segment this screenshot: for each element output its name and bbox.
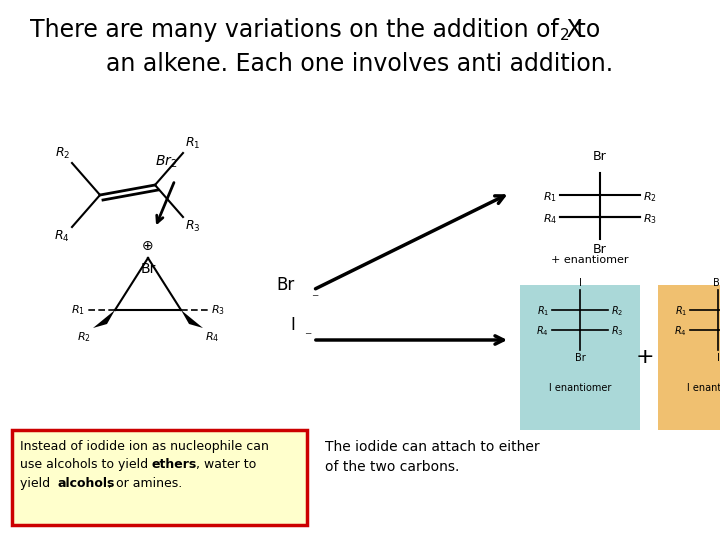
Text: I: I (716, 353, 719, 363)
Text: an alkene. Each one involves anti addition.: an alkene. Each one involves anti additi… (107, 52, 613, 76)
Text: Br: Br (575, 353, 585, 363)
Text: use alcohols to yield: use alcohols to yield (20, 458, 152, 471)
Text: $R_1$: $R_1$ (71, 303, 85, 317)
Text: The iodide can attach to either: The iodide can attach to either (325, 440, 539, 454)
Text: alcohols: alcohols (57, 477, 114, 490)
Text: +: + (636, 347, 654, 367)
Text: $R_3$: $R_3$ (185, 219, 201, 234)
Text: l enantiomer: l enantiomer (687, 383, 720, 393)
Text: $R_2$: $R_2$ (643, 190, 657, 204)
Text: $R_1$: $R_1$ (543, 190, 557, 204)
Text: to: to (569, 18, 600, 42)
Text: $R_4$: $R_4$ (205, 330, 220, 344)
Text: $R_2$: $R_2$ (77, 330, 91, 344)
Text: Br: Br (593, 243, 607, 256)
Text: I: I (579, 278, 582, 288)
Text: ⊕: ⊕ (142, 239, 154, 253)
Text: , water to: , water to (196, 458, 256, 471)
Text: $Br_2$: $Br_2$ (155, 154, 177, 170)
Text: $R_3$: $R_3$ (611, 324, 624, 338)
Text: $R_2$: $R_2$ (611, 304, 624, 318)
Text: $R_1$: $R_1$ (536, 304, 549, 318)
Text: 2: 2 (560, 28, 570, 43)
Bar (520, 285, 640, 430)
Text: Br: Br (140, 262, 156, 276)
Text: ethers: ethers (152, 458, 197, 471)
Text: $R_2$: $R_2$ (55, 146, 70, 161)
Text: I: I (290, 316, 295, 334)
Text: ⁻: ⁻ (304, 330, 311, 344)
Text: $R_1$: $R_1$ (675, 304, 687, 318)
Bar (12, 430, 307, 525)
Text: Br: Br (276, 276, 295, 294)
Text: $R_4$: $R_4$ (674, 324, 687, 338)
Text: , or amines.: , or amines. (108, 477, 182, 490)
Polygon shape (93, 310, 115, 328)
Text: yield: yield (20, 477, 54, 490)
Text: ⁻: ⁻ (311, 292, 318, 306)
Text: + enantiomer: + enantiomer (552, 255, 629, 265)
Text: Instead of iodide ion as nucleophile can: Instead of iodide ion as nucleophile can (20, 440, 269, 453)
Text: There are many variations on the addition of X: There are many variations on the additio… (30, 18, 582, 42)
Text: $R_1$: $R_1$ (185, 136, 200, 151)
Bar (658, 285, 720, 430)
Text: $R_4$: $R_4$ (536, 324, 549, 338)
Text: $R_4$: $R_4$ (543, 212, 557, 226)
Text: of the two carbons.: of the two carbons. (325, 460, 459, 474)
Text: $R_4$: $R_4$ (54, 229, 70, 244)
Text: Br: Br (593, 150, 607, 163)
Text: Br: Br (713, 278, 720, 288)
Text: $R_3$: $R_3$ (211, 303, 225, 317)
Text: $R_3$: $R_3$ (643, 212, 657, 226)
Polygon shape (181, 310, 203, 328)
Text: l enantiomer: l enantiomer (549, 383, 611, 393)
